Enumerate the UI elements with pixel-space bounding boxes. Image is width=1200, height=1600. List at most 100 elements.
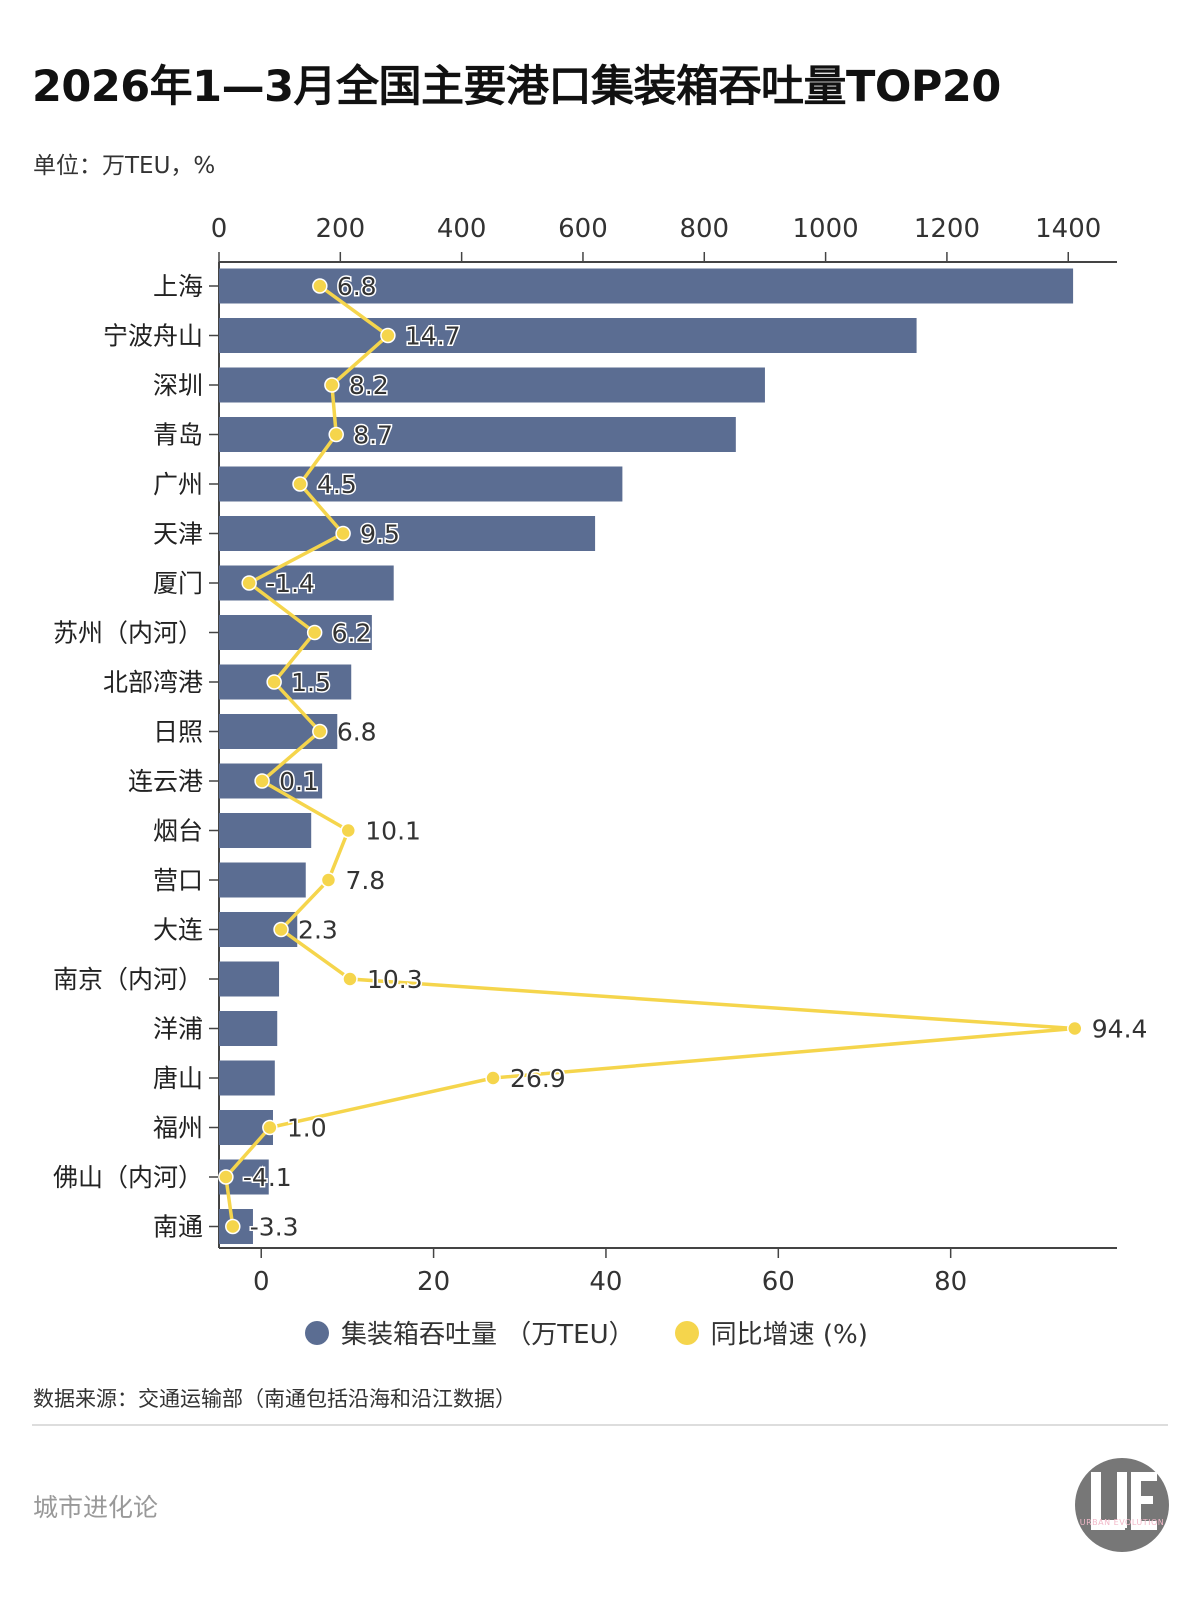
growth-point	[266, 674, 282, 690]
top-tick-label: 800	[679, 214, 729, 244]
bar	[219, 417, 736, 452]
bar	[219, 763, 323, 799]
top-tick-label: 1200	[914, 214, 980, 244]
bar	[219, 1060, 275, 1096]
growth-data-label: 9.5	[360, 520, 400, 549]
growth-point	[342, 971, 358, 987]
legend: 集装箱吞吐量 （万TEU） 同比增速 (%)	[305, 1314, 868, 1351]
top-tick-label: 200	[315, 214, 365, 244]
category-label: 连云港	[128, 767, 203, 796]
unit-label: 单位：万TEU，%	[33, 153, 216, 179]
category-label: 深圳	[153, 371, 203, 400]
growth-point	[320, 872, 337, 888]
growth-point	[218, 1169, 234, 1185]
growth-point	[340, 822, 357, 839]
category-label: 上海	[153, 272, 203, 301]
growth-data-label: 14.7	[405, 322, 461, 351]
brand-logo: URBAN EVOLUTION	[1075, 1458, 1169, 1552]
category-label: 福州	[153, 1114, 203, 1143]
category-label: 北部湾港	[103, 668, 203, 697]
category-label: 广州	[153, 470, 203, 499]
category-label: 日照	[153, 718, 203, 747]
growth-data-label: 8.2	[349, 371, 389, 400]
legend-item-throughput: 集装箱吞吐量 （万TEU）	[305, 1314, 635, 1351]
category-label: 苏州（内河）	[53, 619, 203, 648]
growth-point	[335, 525, 351, 542]
bar	[219, 615, 372, 650]
growth-point	[1067, 1020, 1083, 1037]
bottom-tick-label: 0	[253, 1267, 270, 1297]
chart-title: 2026年1—3月全国主要港口集装箱吞吐量TOP20	[32, 62, 1001, 112]
growth-data-label: 10.3	[367, 965, 423, 994]
growth-data-label: -1.4	[266, 569, 315, 598]
growth-point	[241, 575, 257, 591]
category-label: 南通	[153, 1213, 203, 1242]
growth-point	[306, 624, 323, 641]
divider	[32, 1424, 1168, 1426]
growth-data-label: 1.5	[291, 668, 331, 697]
category-label: 大连	[153, 916, 203, 945]
growth-data-label: 6.2	[332, 619, 372, 648]
category-label: 营口	[153, 866, 203, 895]
growth-point	[380, 327, 396, 344]
category-label: 南京（内河）	[53, 965, 203, 994]
legend-swatch-bar	[305, 1320, 329, 1345]
brand-logo-text: URBAN EVOLUTION	[1079, 1518, 1165, 1527]
category-label: 洋浦	[153, 1015, 203, 1044]
bar	[219, 1011, 278, 1046]
growth-point	[324, 377, 340, 393]
bar	[219, 466, 623, 502]
category-label: 佛山（内河）	[53, 1163, 203, 1192]
brand-logo-mark	[1075, 1458, 1169, 1552]
bar	[219, 318, 917, 353]
top-tick-label: 400	[437, 214, 487, 244]
growth-data-label: 2.3	[298, 916, 338, 945]
growth-point	[485, 1070, 501, 1086]
bottom-tick-label: 60	[762, 1267, 795, 1297]
growth-data-label: 4.5	[317, 470, 357, 499]
category-label: 青岛	[153, 421, 203, 450]
growth-point	[312, 723, 328, 740]
top-tick-label: 1000	[793, 214, 859, 244]
source-note: 数据来源：交通运输部（南通包括沿海和沿江数据）	[33, 1387, 516, 1411]
category-label: 天津	[153, 520, 203, 549]
growth-point	[328, 426, 344, 443]
growth-point	[262, 1119, 278, 1136]
bar	[219, 268, 1074, 304]
bottom-tick-label: 20	[417, 1267, 450, 1297]
growth-line	[224, 284, 1075, 1227]
bottom-tick-label: 40	[589, 1267, 622, 1297]
growth-point	[273, 921, 289, 938]
bar	[219, 862, 306, 898]
bar	[219, 961, 280, 997]
footer-brand: 城市进化论	[33, 1493, 159, 1522]
growth-point	[292, 476, 308, 492]
growth-data-label: 8.7	[353, 421, 393, 450]
growth-data-label: -4.1	[243, 1163, 292, 1192]
growth-data-label: 0.1	[279, 767, 319, 796]
growth-point	[225, 1218, 241, 1235]
legend-label-throughput: 集装箱吞吐量 （万TEU）	[341, 1320, 635, 1350]
bar	[219, 367, 765, 403]
growth-data-label: -3.3	[250, 1213, 299, 1242]
growth-point	[254, 773, 270, 789]
bar	[219, 516, 596, 551]
top-tick-label: 0	[211, 214, 228, 244]
legend-label-growth: 同比增速 (%)	[710, 1320, 868, 1350]
category-label: 唐山	[153, 1064, 203, 1093]
growth-data-label: 6.8	[337, 272, 377, 301]
growth-data-label: 1.0	[287, 1114, 327, 1143]
growth-data-label: 10.1	[365, 817, 421, 846]
chart: 0 200 400 600 800 1000 1200 1400 0 20 40 60 80 上海宁波舟山…	[53, 214, 1149, 1297]
category-label: 厦门	[153, 569, 203, 598]
bottom-tick-label: 80	[934, 1267, 967, 1297]
category-label: 烟台	[153, 817, 203, 846]
growth-data-label: 94.4	[1092, 1015, 1148, 1044]
growth-data-label: 26.9	[510, 1064, 566, 1093]
growth-data-label: 7.8	[345, 866, 385, 895]
top-tick-label: 600	[558, 214, 608, 244]
legend-item-growth: 同比增速 (%)	[674, 1314, 868, 1351]
growth-point	[312, 278, 328, 294]
category-label: 宁波舟山	[103, 322, 203, 351]
growth-data-label: 6.8	[337, 718, 377, 747]
